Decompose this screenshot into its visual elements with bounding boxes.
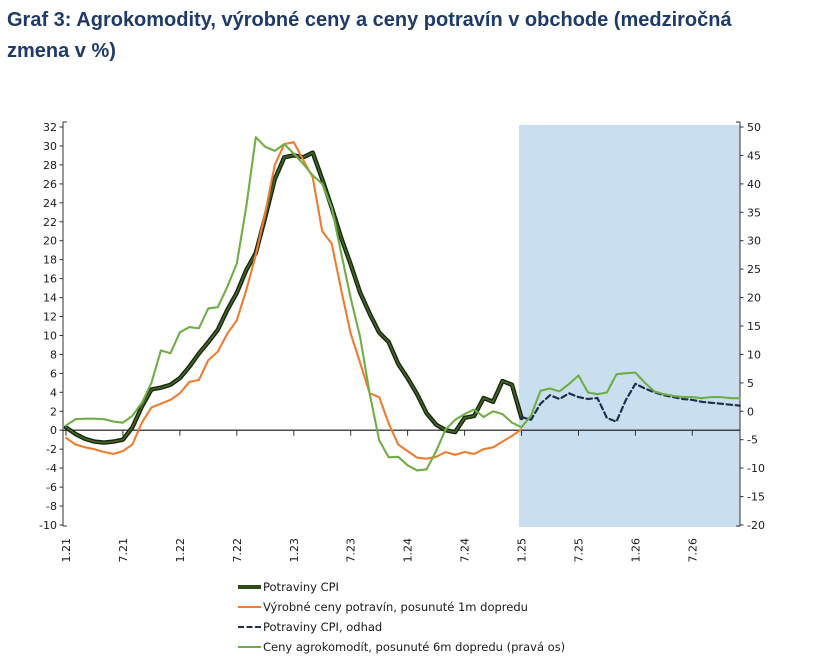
- svg-text:7.25: 7.25: [573, 538, 586, 563]
- svg-text:20: 20: [747, 292, 761, 305]
- svg-text:4: 4: [50, 386, 57, 399]
- legend-item-vyrobne-ceny: Výrobné ceny potravín, posunuté 1m dopre…: [238, 600, 565, 614]
- svg-text:1.23: 1.23: [288, 538, 301, 563]
- legend-label: Ceny agrokomodít, posunuté 6m dopredu (p…: [263, 640, 566, 654]
- svg-text:-10: -10: [747, 462, 765, 475]
- series-3-line: [64, 136, 741, 472]
- series-1-line: [64, 141, 523, 460]
- svg-text:22: 22: [43, 216, 57, 229]
- svg-text:0: 0: [50, 424, 57, 437]
- svg-text:12: 12: [43, 311, 57, 324]
- svg-text:45: 45: [747, 149, 761, 162]
- series-2-line: [520, 382, 741, 423]
- svg-text:30: 30: [43, 140, 57, 153]
- svg-text:7.26: 7.26: [686, 538, 699, 563]
- svg-text:20: 20: [43, 235, 57, 248]
- svg-text:24: 24: [43, 197, 57, 210]
- svg-text:2: 2: [50, 405, 57, 418]
- svg-text:15: 15: [747, 320, 761, 333]
- legend-label: Potraviny CPI: [263, 580, 339, 594]
- agro-commodities-line-sample: [238, 646, 261, 648]
- svg-text:16: 16: [43, 273, 57, 286]
- svg-text:25: 25: [747, 263, 761, 276]
- svg-text:0: 0: [747, 405, 754, 418]
- svg-text:8: 8: [50, 348, 57, 361]
- svg-text:7.24: 7.24: [459, 538, 472, 563]
- series-0-line: [63, 150, 524, 445]
- svg-text:1.22: 1.22: [174, 538, 187, 563]
- svg-text:32: 32: [43, 121, 57, 134]
- svg-text:35: 35: [747, 206, 761, 219]
- svg-text:14: 14: [43, 292, 57, 305]
- svg-text:-15: -15: [747, 491, 765, 504]
- cpi-line-sample: [238, 585, 261, 589]
- legend-item-potraviny-cpi: Potraviny CPI: [238, 580, 565, 594]
- svg-text:7.21: 7.21: [117, 538, 130, 563]
- svg-text:40: 40: [747, 178, 761, 191]
- svg-text:28: 28: [43, 159, 57, 172]
- svg-text:10: 10: [747, 348, 761, 361]
- svg-text:6: 6: [50, 367, 57, 380]
- svg-text:-5: -5: [747, 434, 758, 447]
- chart-title-line1: Graf 3: Agrokomodity, výrobné ceny a cen…: [7, 9, 732, 31]
- svg-text:30: 30: [747, 235, 761, 248]
- forecast-region: [519, 125, 740, 527]
- svg-text:7.23: 7.23: [345, 538, 358, 563]
- chart-title-line2: zmena v %): [7, 40, 116, 62]
- svg-text:-6: -6: [46, 481, 57, 494]
- svg-text:-8: -8: [46, 500, 57, 513]
- producer-prices-line-sample: [238, 606, 261, 608]
- svg-text:10: 10: [43, 330, 57, 343]
- svg-text:7.22: 7.22: [231, 538, 244, 563]
- svg-text:1.24: 1.24: [402, 538, 415, 563]
- svg-text:5: 5: [747, 377, 754, 390]
- legend-item-cpi-odhad: Potraviny CPI, odhad: [238, 620, 565, 634]
- legend-label: Výrobné ceny potravín, posunuté 1m dopre…: [263, 600, 528, 614]
- svg-text:1.21: 1.21: [60, 538, 73, 563]
- svg-text:1.25: 1.25: [516, 538, 529, 563]
- svg-text:50: 50: [747, 121, 761, 134]
- svg-text:-20: -20: [747, 519, 765, 532]
- svg-text:1.26: 1.26: [629, 538, 642, 563]
- cpi-forecast-line-sample: [238, 626, 261, 628]
- svg-text:18: 18: [43, 254, 57, 267]
- svg-text:-10: -10: [39, 519, 57, 532]
- svg-text:-4: -4: [46, 462, 57, 475]
- x-axis: 1.21 7.21 1.22 7.22 1.23 7.23 1.24 7.24 1.25 7.25…: [60, 429, 740, 563]
- chart-title: Graf 3: Agrokomodity, výrobné ceny a cen…: [7, 5, 813, 67]
- svg-text:-2: -2: [46, 443, 57, 456]
- svg-text:26: 26: [43, 178, 57, 191]
- legend-label: Potraviny CPI, odhad: [263, 620, 383, 634]
- legend: Potraviny CPI Výrobné ceny potravín, pos…: [238, 580, 565, 654]
- legend-item-agrokomodity: Ceny agrokomodít, posunuté 6m dopredu (p…: [238, 640, 565, 654]
